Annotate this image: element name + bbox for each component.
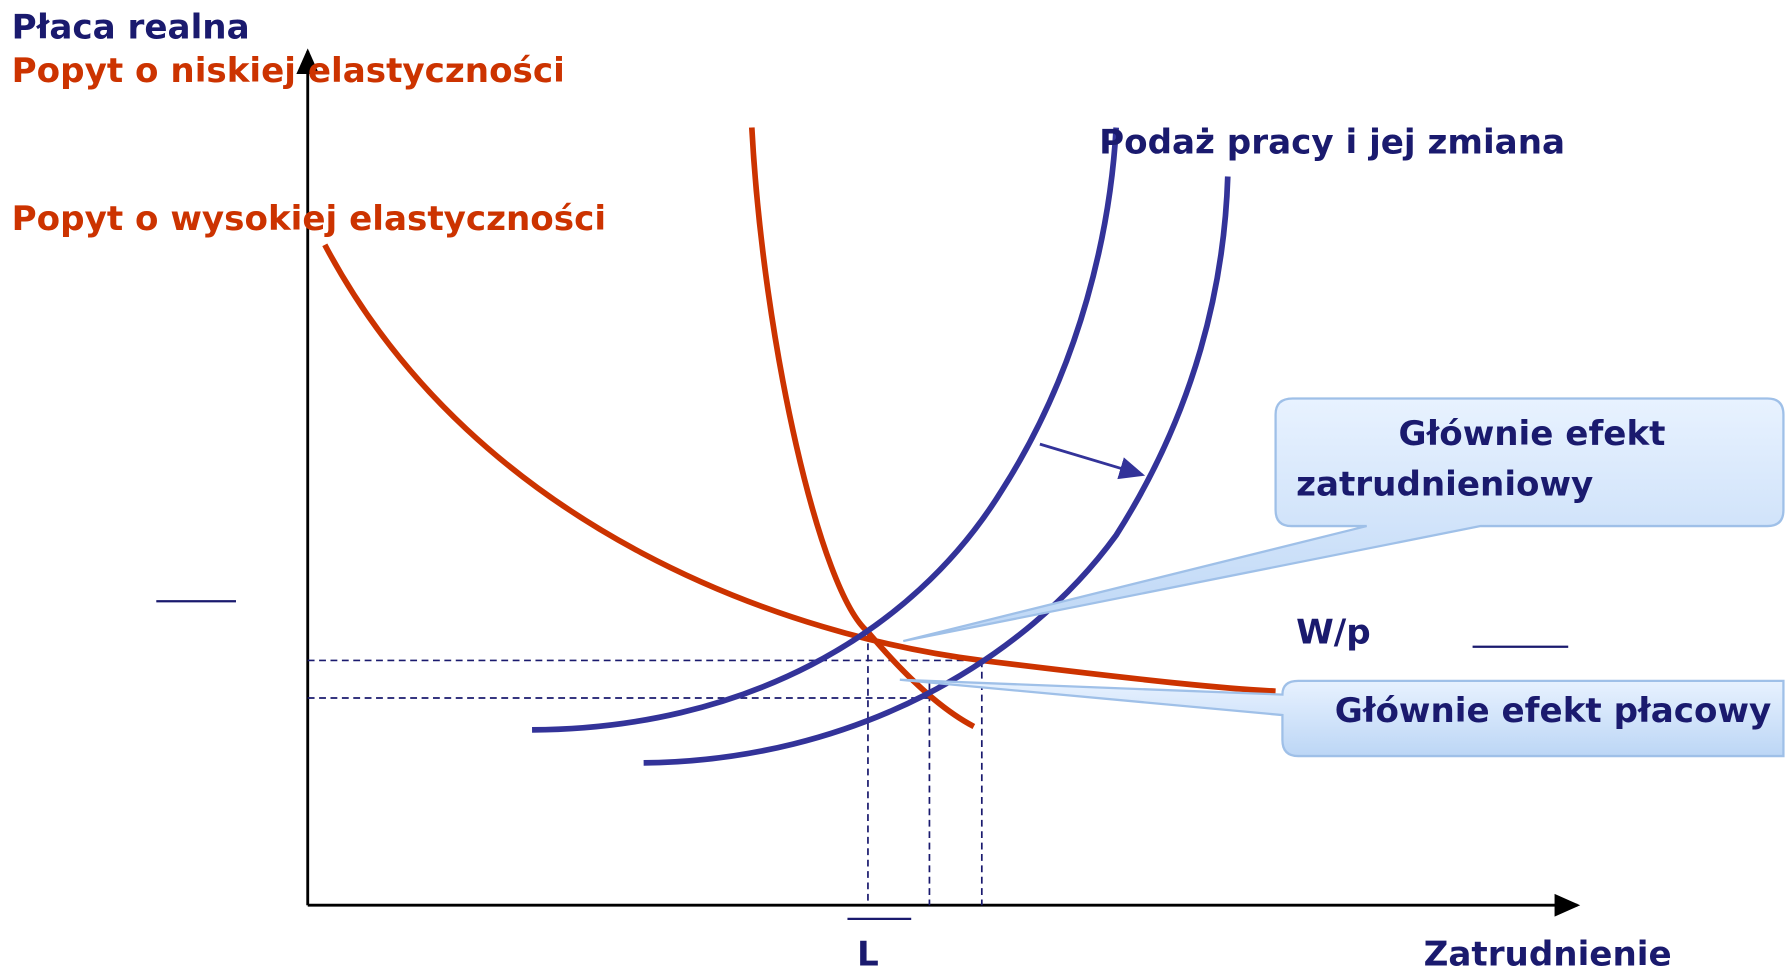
supply-2 bbox=[643, 176, 1231, 766]
y-axis-label: Płaca realna bbox=[12, 8, 250, 48]
callout-line: zatrudnieniowy bbox=[1296, 464, 1593, 504]
demand-low-label: Popyt o niskiej elastyczności bbox=[12, 51, 565, 91]
guides bbox=[307, 631, 983, 906]
callout-employment bbox=[902, 397, 1785, 643]
supply-label: Podaż pracy i jej zmiana bbox=[1099, 123, 1565, 163]
x-axis-label: Zatrudnienie bbox=[1424, 935, 1672, 969]
callout-line: Głównie efekt płacowy bbox=[1335, 691, 1771, 731]
callout-wage bbox=[899, 678, 1785, 758]
y-point-label: W/p bbox=[1296, 612, 1371, 652]
supply-1 bbox=[532, 127, 1120, 733]
callout-line: Głównie efekt bbox=[1399, 414, 1666, 454]
shift-arrow bbox=[1039, 442, 1146, 480]
demand-high-label: Popyt o wysokiej elastyczności bbox=[12, 199, 606, 239]
x-point-label: L bbox=[857, 935, 879, 969]
tick-bars bbox=[156, 600, 1569, 921]
